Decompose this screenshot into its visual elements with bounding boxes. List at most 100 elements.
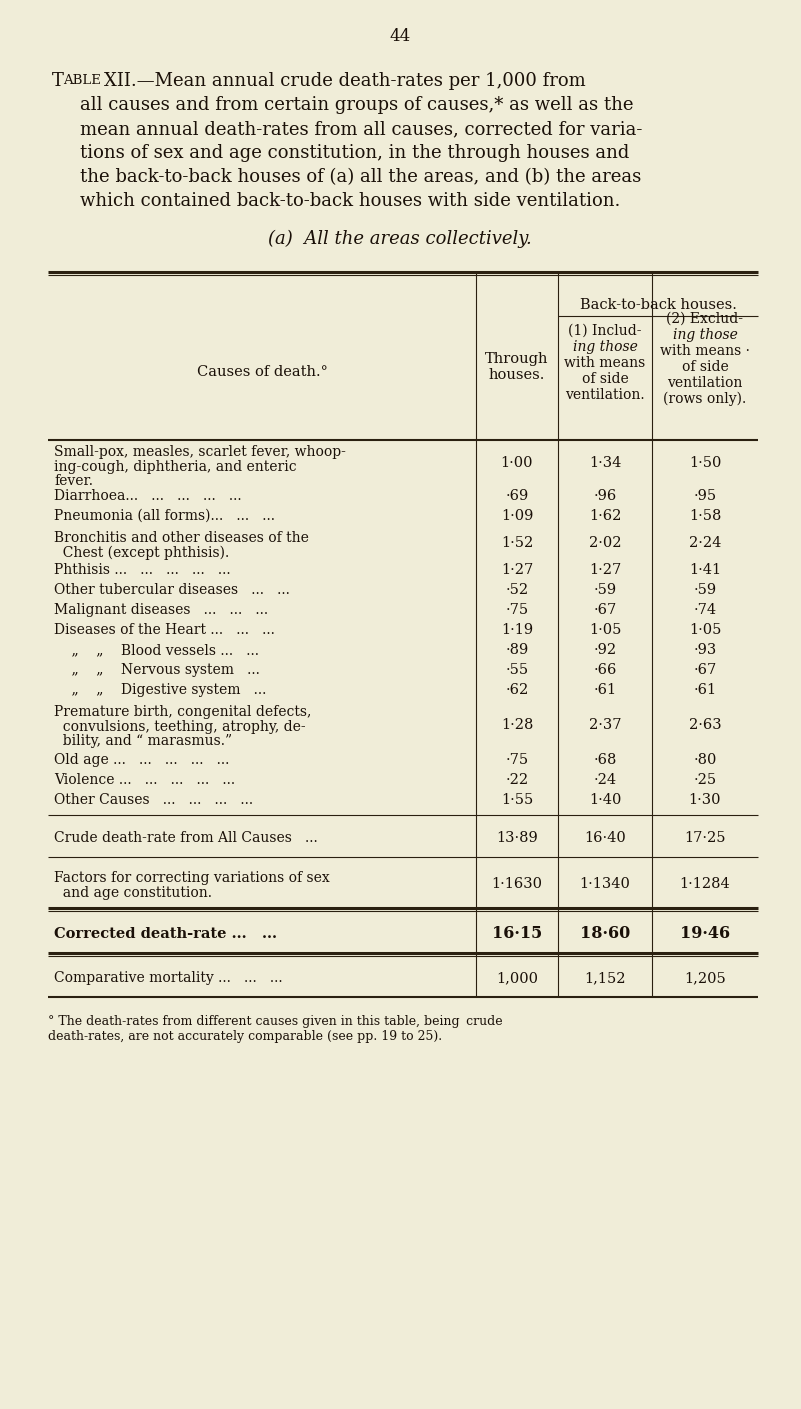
Text: ·67: ·67	[694, 664, 717, 676]
Text: ·96: ·96	[594, 489, 617, 503]
Text: 1,205: 1,205	[684, 971, 726, 985]
Text: 1·41: 1·41	[689, 564, 721, 578]
Text: ° The death-rates from different causes given in this table, being  crude: ° The death-rates from different causes …	[48, 1014, 502, 1029]
Text: 16·15: 16·15	[492, 926, 542, 943]
Text: ·68: ·68	[594, 752, 617, 766]
Text: tions of sex and age constitution, in the through houses and: tions of sex and age constitution, in th…	[80, 144, 630, 162]
Text: 44: 44	[389, 28, 411, 45]
Text: convulsions, teething, atrophy, de-: convulsions, teething, atrophy, de-	[54, 720, 306, 734]
Text: 1·28: 1·28	[501, 719, 533, 733]
Text: 1·1630: 1·1630	[492, 876, 542, 890]
Text: 1·19: 1·19	[501, 623, 533, 637]
Text: 1·1340: 1·1340	[580, 876, 630, 890]
Text: ·25: ·25	[694, 774, 717, 788]
Text: ·75: ·75	[505, 752, 529, 766]
Text: Other tubercular diseases   ...   ...: Other tubercular diseases ... ...	[54, 583, 290, 597]
Text: XII.—Mean annual crude death-rates per 1,000 from: XII.—Mean annual crude death-rates per 1…	[104, 72, 586, 90]
Text: ·66: ·66	[594, 664, 617, 676]
Text: Other Causes   ...   ...   ...   ...: Other Causes ... ... ... ...	[54, 793, 253, 807]
Text: ·59: ·59	[694, 583, 717, 597]
Text: Malignant diseases   ...   ...   ...: Malignant diseases ... ... ...	[54, 603, 268, 617]
Text: 17·25: 17·25	[684, 831, 726, 845]
Text: ·61: ·61	[694, 683, 717, 697]
Text: ·59: ·59	[594, 583, 617, 597]
Text: (a)  All the areas collectively.: (a) All the areas collectively.	[268, 230, 532, 248]
Text: Corrected death-rate ...   ...: Corrected death-rate ... ...	[54, 927, 277, 941]
Text: „    „    Digestive system   ...: „ „ Digestive system ...	[54, 683, 267, 697]
Text: ing-cough, diphtheria, and enteric: ing-cough, diphtheria, and enteric	[54, 459, 296, 473]
Text: mean annual death-rates from all causes, corrected for varia-: mean annual death-rates from all causes,…	[80, 120, 642, 138]
Text: ·55: ·55	[505, 664, 529, 676]
Text: 1·05: 1·05	[689, 623, 721, 637]
Text: ing those: ing those	[673, 328, 738, 342]
Text: Back-to-back houses.: Back-to-back houses.	[580, 297, 736, 311]
Text: Small-pox, measles, scarlet fever, whoop-: Small-pox, measles, scarlet fever, whoop…	[54, 445, 346, 459]
Text: Phthisis ...   ...   ...   ...   ...: Phthisis ... ... ... ... ...	[54, 564, 231, 578]
Text: (rows only).: (rows only).	[663, 392, 747, 406]
Text: ·61: ·61	[594, 683, 617, 697]
Text: ·52: ·52	[505, 583, 529, 597]
Text: with means: with means	[565, 356, 646, 371]
Text: 1·55: 1·55	[501, 793, 533, 807]
Text: of side: of side	[582, 372, 628, 386]
Text: 1·34: 1·34	[589, 457, 622, 471]
Text: 1·05: 1·05	[589, 623, 622, 637]
Text: 1·27: 1·27	[589, 564, 621, 578]
Text: 1·27: 1·27	[501, 564, 533, 578]
Text: ·74: ·74	[694, 603, 717, 617]
Text: ·62: ·62	[505, 683, 529, 697]
Text: ·80: ·80	[694, 752, 717, 766]
Text: ·89: ·89	[505, 643, 529, 657]
Text: 1·40: 1·40	[589, 793, 622, 807]
Text: death-rates, are not accurately comparable (see pp. 19 to 25).: death-rates, are not accurately comparab…	[48, 1030, 442, 1043]
Text: (2) Exclud-: (2) Exclud-	[666, 311, 743, 325]
Text: ventilation: ventilation	[667, 376, 743, 390]
Text: ·24: ·24	[594, 774, 617, 788]
Text: ·92: ·92	[594, 643, 617, 657]
Text: 13·89: 13·89	[496, 831, 538, 845]
Text: 19·46: 19·46	[680, 926, 730, 943]
Text: Diarrhoea...   ...   ...   ...   ...: Diarrhoea... ... ... ... ...	[54, 489, 242, 503]
Text: 2·63: 2·63	[689, 719, 722, 733]
Text: and age constitution.: and age constitution.	[54, 885, 212, 899]
Text: Chest (except phthisis).: Chest (except phthisis).	[54, 545, 229, 559]
Text: bility, and “ marasmus.”: bility, and “ marasmus.”	[54, 734, 232, 748]
Text: Factors for correcting variations of sex: Factors for correcting variations of sex	[54, 871, 330, 885]
Text: ·22: ·22	[505, 774, 529, 788]
Text: fever.: fever.	[54, 473, 93, 488]
Text: Crude death-rate from All Causes   ...: Crude death-rate from All Causes ...	[54, 831, 318, 845]
Text: which contained back-to-back houses with side ventilation.: which contained back-to-back houses with…	[80, 192, 621, 210]
Text: Pneumonia (all forms)...   ...   ...: Pneumonia (all forms)... ... ...	[54, 509, 275, 523]
Text: ventilation.: ventilation.	[566, 387, 645, 402]
Text: Diseases of the Heart ...   ...   ...: Diseases of the Heart ... ... ...	[54, 623, 275, 637]
Text: 1·00: 1·00	[501, 457, 533, 471]
Text: ABLE: ABLE	[63, 75, 101, 87]
Text: of side: of side	[682, 361, 728, 373]
Text: 1·52: 1·52	[501, 535, 533, 550]
Text: ·67: ·67	[594, 603, 617, 617]
Text: 2·24: 2·24	[689, 535, 721, 550]
Text: 1·50: 1·50	[689, 457, 721, 471]
Text: Violence ...   ...   ...   ...   ...: Violence ... ... ... ... ...	[54, 774, 235, 788]
Text: 1·30: 1·30	[689, 793, 721, 807]
Text: 18·60: 18·60	[580, 926, 630, 943]
Text: Causes of death.°: Causes of death.°	[196, 365, 328, 379]
Text: Bronchitis and other diseases of the: Bronchitis and other diseases of the	[54, 531, 309, 545]
Text: 16·40: 16·40	[584, 831, 626, 845]
Text: 1·58: 1·58	[689, 509, 721, 523]
Text: T: T	[52, 72, 64, 90]
Text: Through
houses.: Through houses.	[485, 352, 549, 382]
Text: 1,152: 1,152	[584, 971, 626, 985]
Text: ·93: ·93	[694, 643, 717, 657]
Text: (1) Includ-: (1) Includ-	[568, 324, 642, 338]
Text: with means ·: with means ·	[660, 344, 750, 358]
Text: 1,000: 1,000	[496, 971, 538, 985]
Text: ·75: ·75	[505, 603, 529, 617]
Text: „    „    Nervous system   ...: „ „ Nervous system ...	[54, 664, 260, 676]
Text: 1·62: 1·62	[589, 509, 622, 523]
Text: ·95: ·95	[694, 489, 717, 503]
Text: ·69: ·69	[505, 489, 529, 503]
Text: „    „    Blood vessels ...   ...: „ „ Blood vessels ... ...	[54, 643, 259, 657]
Text: ing those: ing those	[573, 340, 638, 354]
Text: all causes and from certain groups of causes,* as well as the: all causes and from certain groups of ca…	[80, 96, 634, 114]
